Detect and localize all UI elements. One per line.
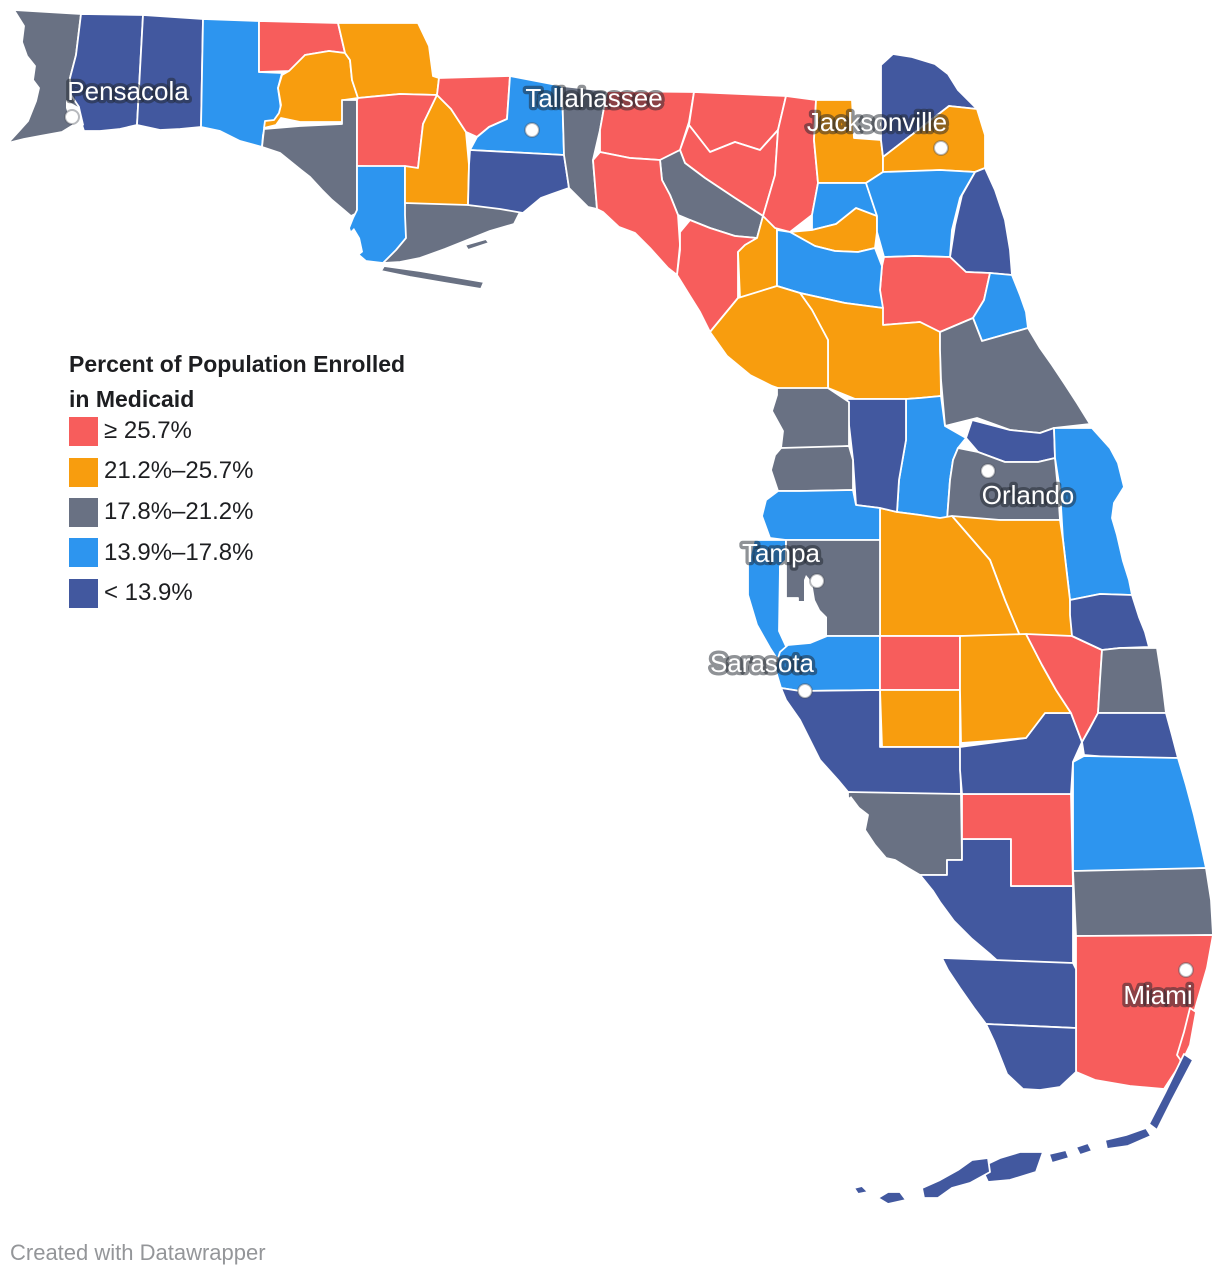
svg-text:17.8%–21.2%: 17.8%–21.2% bbox=[104, 498, 253, 525]
svg-text:Percent of Population Enrolled: Percent of Population Enrolled bbox=[69, 351, 405, 377]
svg-text:21.2%–25.7%: 21.2%–25.7% bbox=[104, 457, 253, 484]
svg-text:Orlando: Orlando bbox=[982, 480, 1075, 510]
svg-text:< 13.9%: < 13.9% bbox=[104, 579, 193, 606]
svg-text:Tampa: Tampa bbox=[742, 538, 821, 568]
svg-text:Miami: Miami bbox=[1123, 980, 1192, 1010]
svg-text:Jacksonville: Jacksonville bbox=[807, 107, 947, 137]
svg-text:≥ 25.7%: ≥ 25.7% bbox=[104, 417, 192, 444]
svg-text:in Medicaid: in Medicaid bbox=[69, 386, 194, 412]
svg-text:13.9%–17.8%: 13.9%–17.8% bbox=[104, 539, 253, 566]
svg-text:Pensacola: Pensacola bbox=[67, 76, 189, 106]
svg-text:Created with Datawrapper: Created with Datawrapper bbox=[10, 1240, 266, 1265]
svg-text:Sarasota: Sarasota bbox=[710, 648, 815, 678]
svg-text:Tallahassee: Tallahassee bbox=[525, 83, 662, 113]
